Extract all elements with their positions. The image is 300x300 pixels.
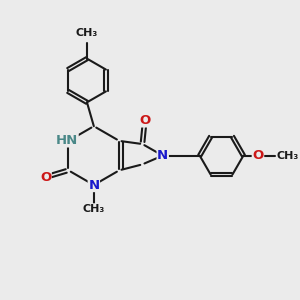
Text: N: N	[88, 178, 99, 191]
Text: N: N	[157, 149, 168, 162]
Text: CH₃: CH₃	[83, 204, 105, 214]
Text: HN: HN	[56, 134, 78, 147]
Text: CH₃: CH₃	[276, 151, 298, 160]
Text: O: O	[40, 171, 51, 184]
Text: O: O	[252, 149, 264, 162]
Text: O: O	[139, 114, 150, 127]
Text: CH₃: CH₃	[76, 28, 98, 38]
